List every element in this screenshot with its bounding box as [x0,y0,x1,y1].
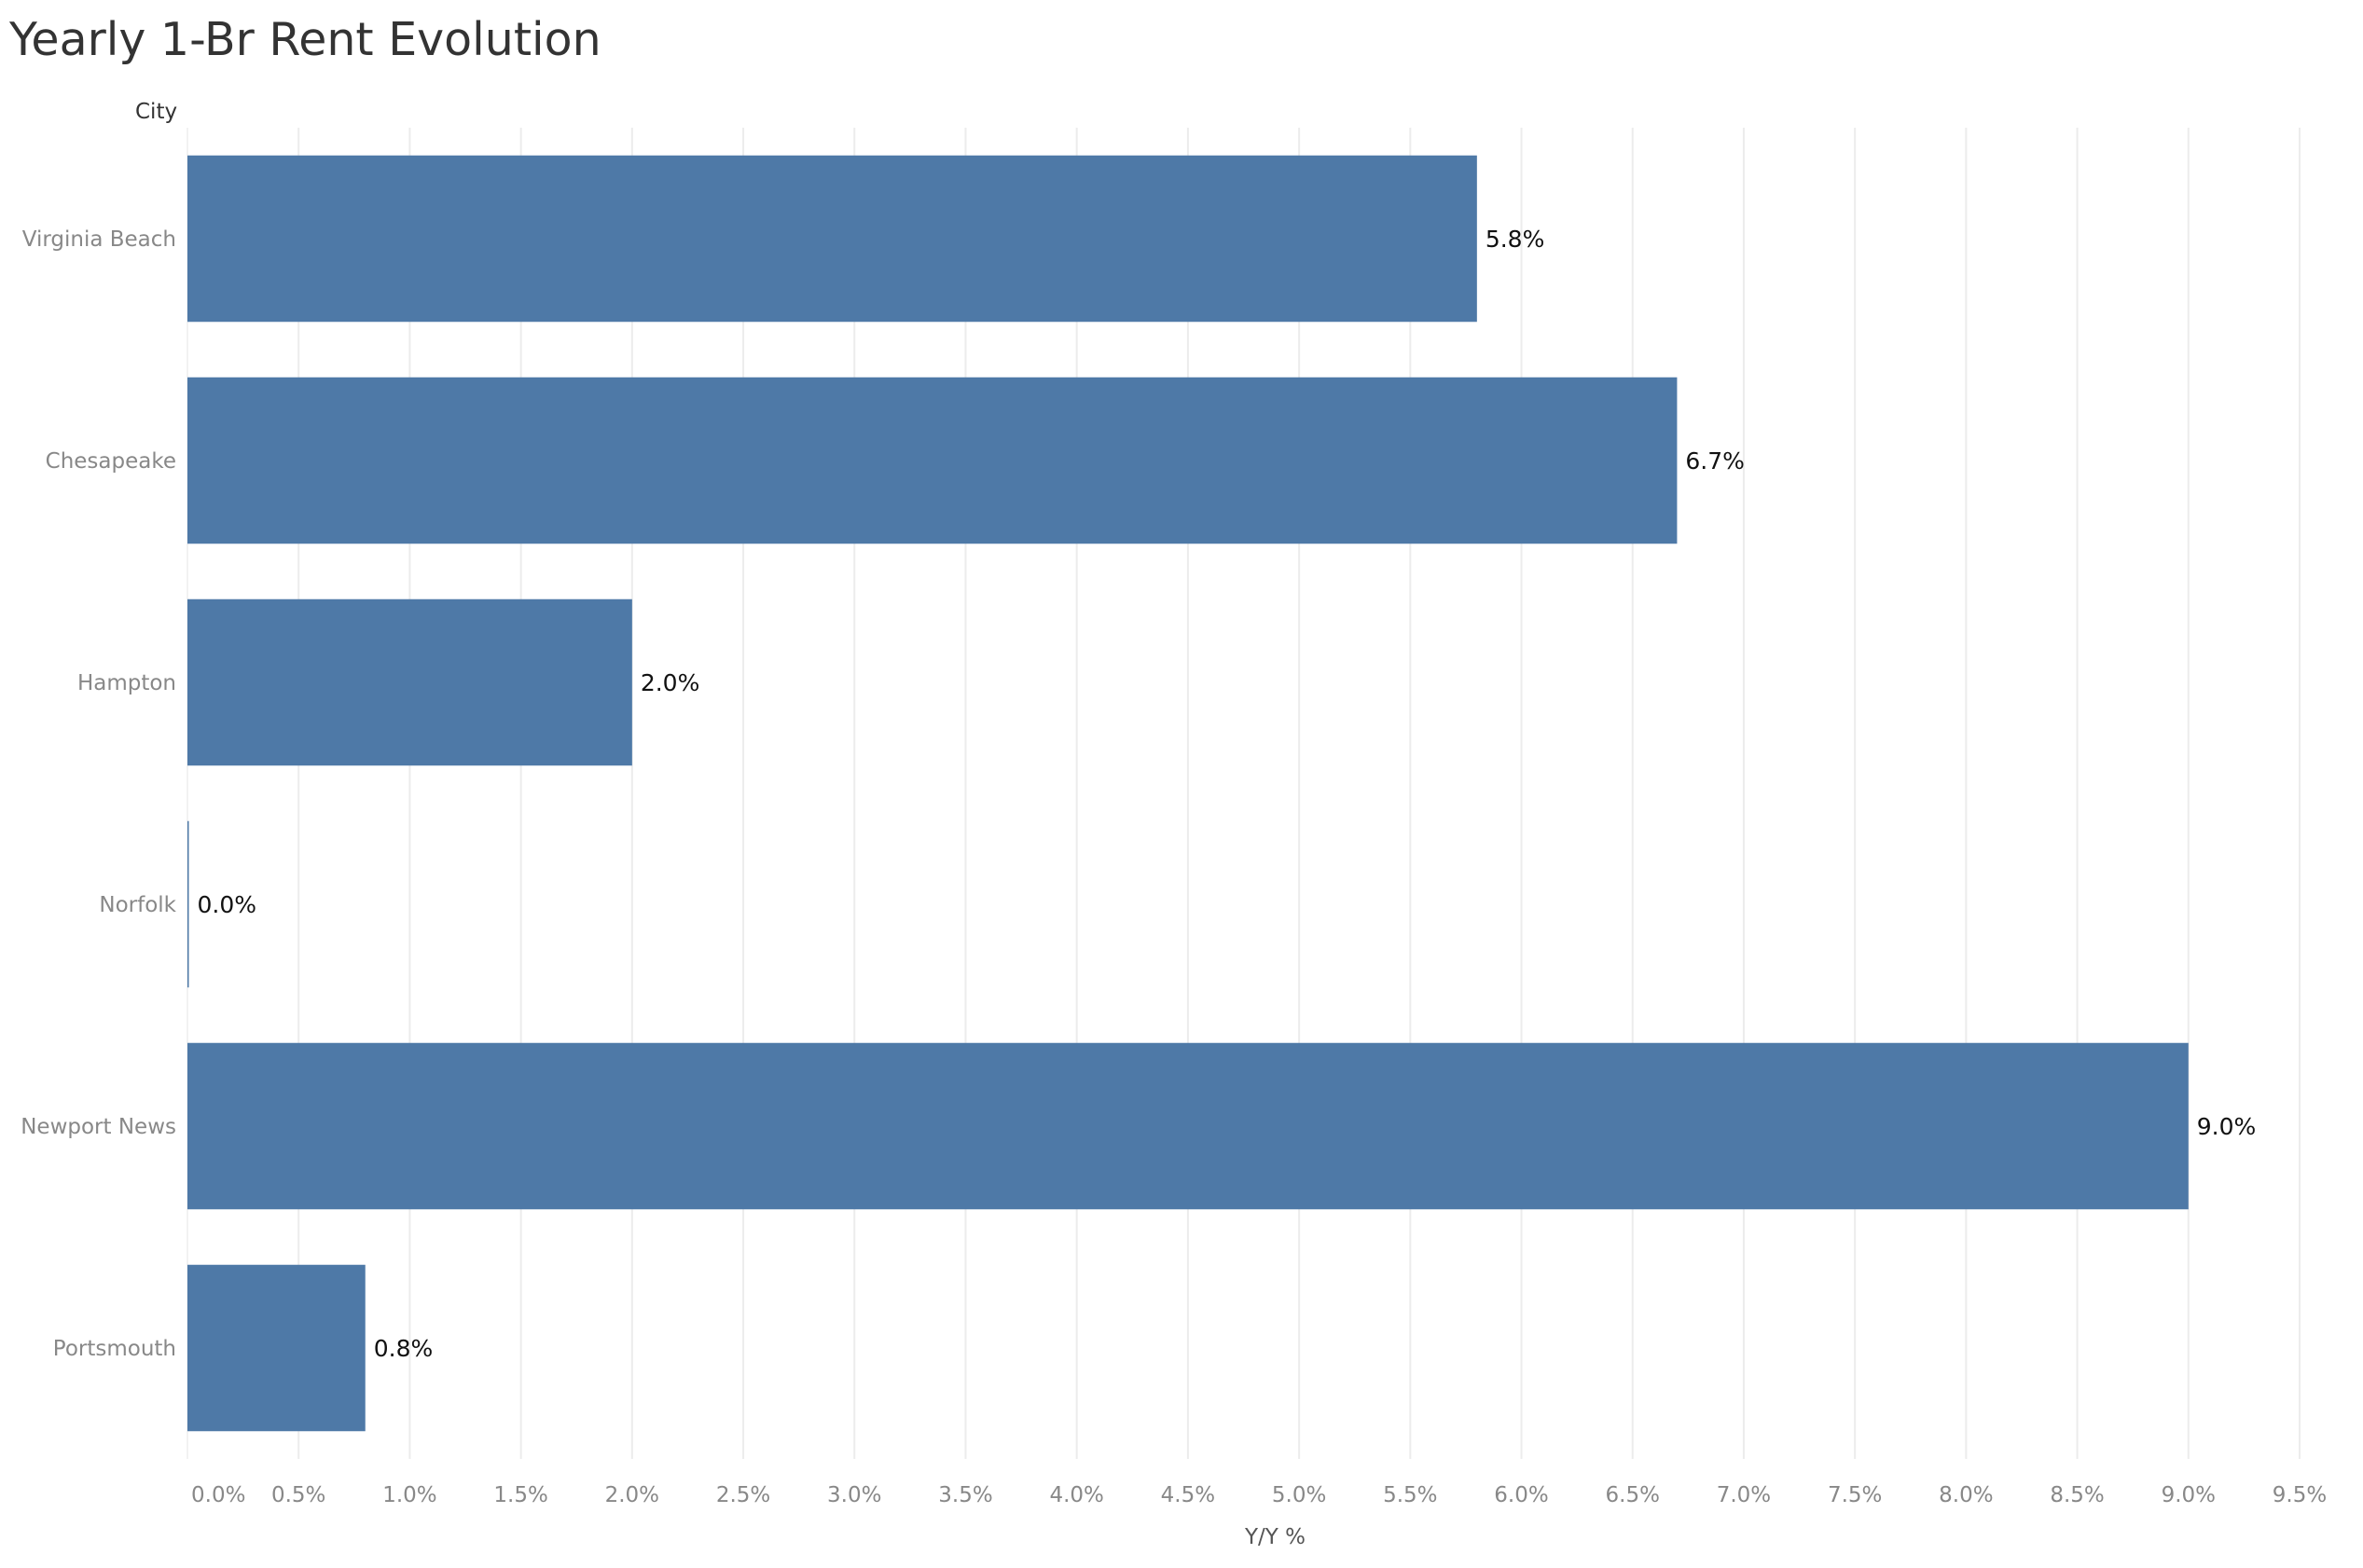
x-tick-label: 4.0% [1049,1483,1103,1507]
x-tick-label: 6.0% [1494,1483,1548,1507]
x-tick-label: 1.5% [493,1483,547,1507]
x-tick-label: 8.5% [2050,1483,2104,1507]
bar [187,377,1678,544]
data-label: 0.8% [374,1335,434,1362]
x-tick-label: 4.5% [1161,1483,1215,1507]
x-tick-label: 2.0% [605,1483,659,1507]
x-tick-label: 0.0% [191,1483,245,1507]
data-label: 2.0% [641,669,700,696]
x-tick-label: 5.5% [1383,1483,1437,1507]
category-label: Norfolk [99,893,176,917]
x-tick-label: 9.0% [2162,1483,2216,1507]
x-tick-label: 1.0% [382,1483,436,1507]
data-label: 9.0% [2197,1113,2257,1140]
x-tick-label: 3.0% [827,1483,881,1507]
bar [187,598,632,766]
data-label: 0.0% [198,891,257,918]
data-label: 6.7% [1685,447,1745,475]
x-axis-ticks: 0.0% 0.5% 1.0% 1.5% 2.0% 2.5% 3.0% 3.5% 4.0% 4.5%… [191,1483,2327,1507]
bars [187,155,2189,1432]
bar [187,1264,366,1432]
chart-title: Yearly 1-Br Rent Evolution [9,13,601,66]
category-label: Hampton [77,671,176,695]
category-label: Newport News [21,1115,176,1139]
grid-lines [187,128,2301,1459]
category-label: Virginia Beach [22,227,176,252]
x-tick-label: 7.5% [1828,1483,1882,1507]
x-tick-label: 7.0% [1717,1483,1771,1507]
x-tick-label: 8.0% [1939,1483,1993,1507]
category-label: Portsmouth [53,1337,176,1361]
bar [187,1042,2189,1210]
x-tick-label: 0.5% [271,1483,325,1507]
category-labels: Virginia Beach Chesapeake Hampton Norfolk Ne… [21,227,176,1361]
x-tick-label: 9.5% [2273,1483,2327,1507]
data-labels: 5.8% 6.7% 2.0% 0.0% 9.0% 0.8% [198,226,2257,1362]
x-tick-label: 3.5% [938,1483,992,1507]
row-header-city: City [135,100,178,124]
x-tick-label: 6.5% [1606,1483,1660,1507]
x-tick-label: 5.0% [1272,1483,1326,1507]
x-axis-title: Y/Y % [1245,1525,1306,1549]
data-label: 5.8% [1486,226,1545,253]
category-label: Chesapeake [46,449,176,474]
x-tick-label: 2.5% [716,1483,770,1507]
bar [187,155,1477,323]
bar [187,820,189,988]
